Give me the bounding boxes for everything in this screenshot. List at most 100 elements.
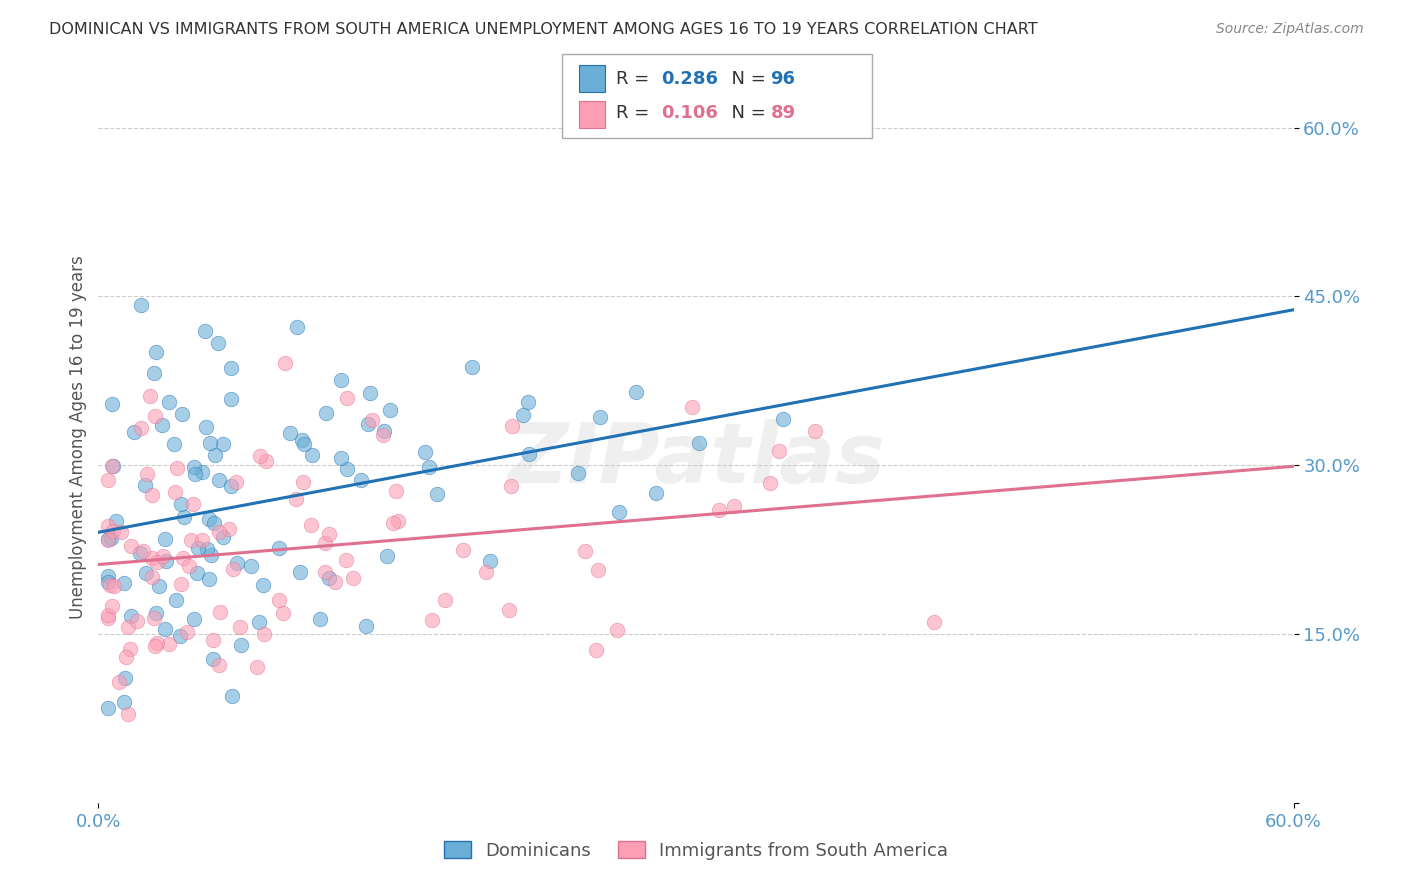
Point	[97, 569, 120, 583]
Point	[132, 543, 155, 558]
Point	[136, 467, 159, 482]
Point	[759, 476, 782, 491]
Point	[145, 606, 167, 620]
Point	[146, 555, 169, 569]
Text: N =: N =	[720, 70, 772, 88]
Point	[117, 620, 139, 634]
Point	[380, 403, 402, 417]
Point	[342, 571, 364, 585]
Point	[207, 336, 229, 351]
Point	[100, 578, 122, 592]
Point	[461, 360, 484, 375]
Point	[606, 624, 628, 638]
Point	[285, 491, 308, 506]
Point	[195, 420, 218, 434]
Point	[134, 478, 156, 492]
Text: Source: ZipAtlas.com: Source: ZipAtlas.com	[1216, 22, 1364, 37]
Text: 0.106: 0.106	[661, 103, 717, 122]
Point	[512, 408, 534, 422]
Point	[499, 479, 522, 493]
Point	[239, 558, 262, 573]
Point	[247, 615, 270, 629]
Legend: Dominicans, Immigrants from South America: Dominicans, Immigrants from South Americ…	[436, 834, 956, 867]
Point	[585, 643, 607, 657]
Point	[723, 500, 745, 514]
Point	[501, 419, 523, 434]
Point	[141, 488, 163, 502]
Point	[166, 592, 188, 607]
Point	[97, 519, 120, 533]
Point	[173, 510, 195, 524]
Text: DOMINICAN VS IMMIGRANTS FROM SOUTH AMERICA UNEMPLOYMENT AMONG AGES 16 TO 19 YEAR: DOMINICAN VS IMMIGRANTS FROM SOUTH AMERI…	[49, 22, 1038, 37]
Point	[108, 674, 131, 689]
Point	[200, 548, 222, 562]
Point	[141, 570, 163, 584]
Point	[131, 298, 153, 312]
Point	[201, 633, 224, 648]
Point	[195, 542, 218, 557]
Point	[420, 614, 443, 628]
Point	[176, 624, 198, 639]
Point	[291, 475, 314, 490]
Text: 0.286: 0.286	[661, 70, 718, 88]
Point	[354, 619, 377, 633]
Point	[143, 409, 166, 424]
Point	[97, 473, 120, 487]
Point	[129, 420, 152, 434]
Point	[165, 485, 187, 500]
Point	[197, 511, 219, 525]
Point	[285, 320, 308, 334]
Point	[204, 448, 226, 462]
Point	[433, 593, 456, 607]
Point	[120, 539, 142, 553]
Point	[315, 406, 337, 420]
Point	[114, 672, 136, 686]
Point	[586, 563, 609, 577]
Point	[426, 487, 449, 501]
Point	[135, 566, 157, 581]
Point	[291, 433, 314, 447]
Point	[451, 542, 474, 557]
Point	[183, 611, 205, 625]
Point	[153, 532, 176, 546]
Point	[143, 611, 166, 625]
Point	[115, 650, 138, 665]
Point	[97, 533, 120, 547]
Point	[198, 572, 221, 586]
Point	[212, 531, 235, 545]
Point	[772, 412, 794, 426]
Point	[688, 435, 710, 450]
Point	[221, 689, 243, 703]
Text: 89: 89	[770, 103, 796, 122]
Point	[768, 443, 790, 458]
Point	[183, 467, 205, 481]
Point	[128, 545, 150, 559]
Point	[117, 707, 139, 722]
Point	[329, 451, 352, 466]
Point	[804, 424, 827, 438]
Point	[330, 372, 353, 386]
Text: ZIPatlas: ZIPatlas	[508, 418, 884, 500]
Point	[145, 344, 167, 359]
Point	[143, 640, 166, 654]
Point	[153, 622, 176, 636]
Point	[359, 386, 381, 401]
Point	[229, 638, 252, 652]
Point	[145, 636, 167, 650]
Point	[101, 397, 124, 411]
Point	[681, 400, 703, 414]
Point	[141, 550, 163, 565]
Point	[246, 660, 269, 674]
Point	[100, 531, 122, 545]
Point	[922, 615, 945, 629]
Point	[229, 620, 252, 634]
Point	[97, 701, 120, 715]
Text: R =: R =	[616, 70, 655, 88]
Point	[103, 578, 125, 592]
Point	[104, 514, 127, 528]
Point	[166, 461, 188, 475]
Point	[198, 436, 221, 450]
Point	[498, 603, 520, 617]
Point	[112, 575, 135, 590]
Point	[169, 630, 191, 644]
